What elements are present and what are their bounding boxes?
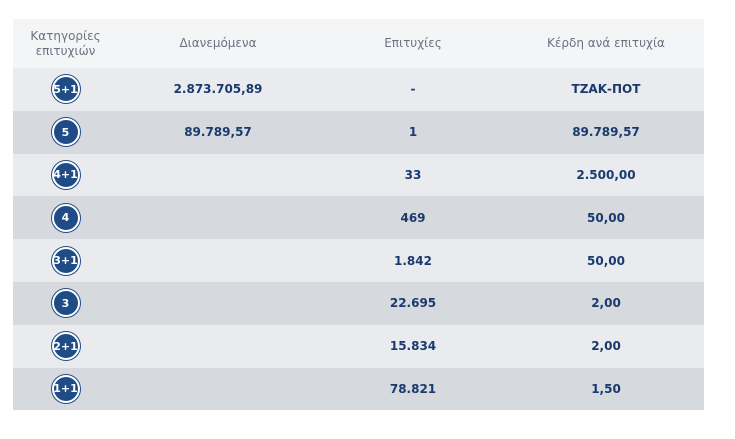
header-prize: Κέρδη ανά επιτυχία — [547, 36, 665, 50]
winners-value: 1 — [408, 125, 418, 140]
table-row: 4+1 33 2.500,00 — [13, 153, 704, 197]
category-badge: 3 — [51, 289, 80, 318]
winners-value: 78.821 — [389, 381, 437, 396]
table-row: 5+1 2.873.705,89 - ΤΖΑΚ-ΠΟΤ — [13, 68, 704, 111]
category-badge: 1+1 — [51, 374, 80, 403]
distributed-value: 2.873.705,89 — [173, 82, 263, 97]
category-badge: 4 — [51, 203, 80, 232]
table-row: 5 89.789,57 1 89.789,57 — [13, 110, 704, 154]
category-badge: 5 — [51, 118, 80, 147]
winners-value: 22.695 — [389, 296, 437, 311]
category-badge: 3+1 — [51, 246, 80, 275]
header-winners: Επιτυχίες — [384, 36, 442, 50]
prize-value: ΤΖΑΚ-ΠΟΤ — [571, 82, 641, 97]
category-badge: 4+1 — [51, 160, 80, 189]
prize-value: 2,00 — [591, 296, 621, 311]
prize-value: 1,50 — [591, 381, 621, 396]
prize-value: 50,00 — [587, 253, 625, 268]
prize-value: 2,00 — [591, 339, 621, 354]
table-row: 2+1 15.834 2,00 — [13, 324, 704, 368]
category-badge: 5+1 — [51, 75, 80, 104]
table-row: 3+1 1.842 50,00 — [13, 239, 704, 282]
winners-value: - — [410, 82, 416, 97]
prize-value: 2.500,00 — [576, 167, 636, 182]
results-table: Κατηγορίες επιτυχιών Διανεμόμενα Επιτυχί… — [13, 19, 704, 411]
table-header: Κατηγορίες επιτυχιών Διανεμόμενα Επιτυχί… — [13, 19, 704, 68]
winners-value: 469 — [400, 210, 426, 225]
prize-value: 50,00 — [587, 210, 625, 225]
table-row: 4 469 50,00 — [13, 196, 704, 240]
distributed-value: 89.789,57 — [184, 125, 252, 140]
table-row: 3 22.695 2,00 — [13, 281, 704, 325]
prize-value: 89.789,57 — [572, 125, 640, 140]
category-badge: 2+1 — [51, 332, 80, 361]
winners-value: 15.834 — [389, 339, 437, 354]
table-row: 1+1 78.821 1,50 — [13, 367, 704, 411]
header-distributed: Διανεμόμενα — [179, 36, 257, 50]
header-category: Κατηγορίες επιτυχιών — [30, 28, 101, 58]
winners-value: 1.842 — [394, 253, 432, 268]
winners-value: 33 — [404, 167, 422, 182]
